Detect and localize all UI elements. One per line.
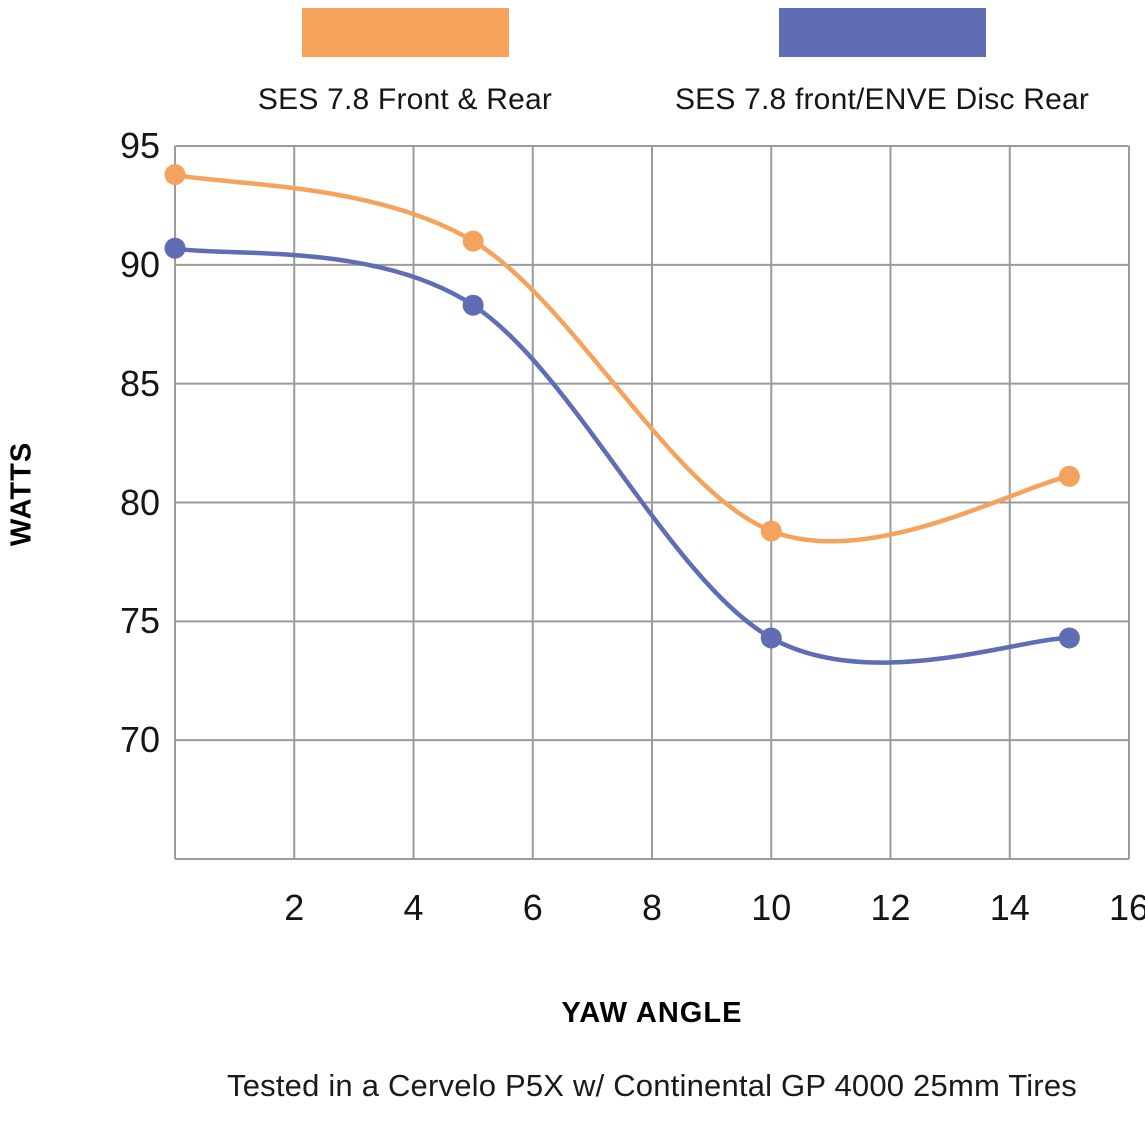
data-point	[462, 230, 484, 252]
caption: Tested in a Cervelo P5X w/ Continental G…	[227, 1068, 1077, 1103]
x-tick-label: 8	[641, 887, 663, 928]
y-tick-label: 85	[119, 362, 160, 404]
y-axis-tick-labels: 95 90 85 80 75 70	[0, 126, 160, 859]
plot-area	[164, 145, 1130, 860]
y-tick-label: 80	[119, 481, 160, 523]
y-tick-label: 90	[119, 243, 160, 285]
legend-swatch-blue	[778, 8, 986, 57]
x-tick-label: 10	[751, 887, 792, 928]
legend-label: SES 7.8 Front & Rear	[257, 83, 553, 116]
y-tick-label: 75	[119, 600, 160, 642]
x-tick-label: 4	[403, 887, 424, 928]
legend-item-ses-front-enve-disc-rear: SES 7.8 front/ENVE Disc Rear	[652, 8, 1112, 117]
x-tick-label: 2	[284, 887, 305, 928]
x-tick-label: 6	[522, 887, 543, 928]
data-point	[1058, 627, 1080, 649]
line-chart	[164, 145, 1130, 860]
x-axis-tick-labels: 2 4 6 8 10 12 14 16	[175, 884, 1145, 932]
x-tick-label: 12	[870, 887, 911, 928]
x-axis-title: YAW ANGLE	[561, 997, 743, 1029]
series-line	[172, 172, 1072, 544]
legend-item-ses-front-rear: SES 7.8 Front & Rear	[230, 8, 580, 117]
y-tick-label: 70	[119, 719, 160, 761]
series-line	[172, 245, 1072, 665]
x-tick-label: 16	[1108, 887, 1145, 928]
data-point	[164, 164, 186, 186]
x-tick-label: 14	[989, 887, 1030, 928]
data-point	[760, 627, 782, 649]
data-point	[462, 294, 484, 316]
y-tick-label: 95	[119, 125, 160, 166]
data-point	[164, 237, 186, 259]
legend-swatch-orange	[301, 8, 509, 57]
data-point	[760, 520, 782, 542]
legend-label: SES 7.8 front/ENVE Disc Rear	[674, 83, 1090, 116]
data-point	[1058, 465, 1080, 487]
